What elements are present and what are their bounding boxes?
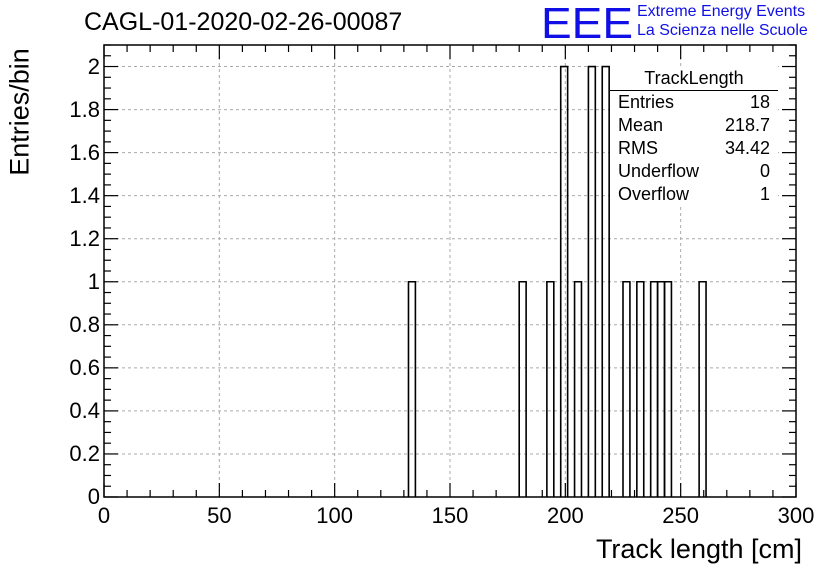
x-tick-label: 250: [662, 503, 700, 528]
stats-row-label: Mean: [618, 115, 664, 135]
stats-row-value: 0: [759, 161, 770, 181]
histogram-bar: [663, 280, 673, 497]
y-tick-label: 0.8: [69, 311, 100, 337]
stats-row-value: 34.42: [724, 138, 770, 158]
stats-row-label: Overflow: [618, 184, 690, 204]
x-axis-label: Track length [cm]: [595, 534, 802, 564]
stats-row-rms: RMS 34.42: [610, 137, 778, 160]
histogram-bars: [407, 65, 707, 497]
stats-row-value: 218.7: [724, 115, 770, 135]
y-tick-label: 1: [87, 268, 100, 294]
y-tick-label: 1.4: [69, 182, 100, 208]
histogram-bar: [587, 65, 597, 497]
x-tick-label: 300: [777, 503, 815, 528]
y-tick-label: 1.6: [69, 139, 100, 165]
histogram-bar: [698, 280, 707, 497]
x-tick-label: 150: [431, 503, 469, 528]
stats-row-overflow: Overflow 1: [610, 183, 778, 206]
eee-logo-letters: EEE: [541, 2, 633, 42]
histogram-bar: [546, 280, 555, 497]
stats-row-value: 1: [759, 184, 770, 204]
histogram-bar: [636, 280, 645, 497]
y-axis-label: Entries/bin: [4, 48, 35, 176]
stats-row-label: Underflow: [618, 161, 700, 181]
stats-rows: Entries 18 Mean 218.7 RMS 34.42 Underflow 0 Over…: [610, 91, 778, 206]
eee-logo-text: Extreme Energy Events La Scienza nelle S…: [637, 2, 808, 40]
y-tick-label: 2: [87, 53, 100, 79]
x-tick-label: 0: [97, 503, 111, 528]
plot-frame: [103, 44, 797, 498]
stats-box-title: TrackLength: [610, 66, 778, 91]
stats-box: TrackLength Entries 18 Mean 218.7 RMS 34.42 Un…: [610, 66, 778, 206]
y-tick-label: 0.4: [69, 397, 100, 423]
y-tick-label: 0.2: [69, 440, 100, 466]
y-tick-label: 1.8: [69, 96, 100, 122]
logo-line-2: La Scienza nelle Scuole: [637, 22, 808, 39]
stats-row-value: 18: [749, 92, 770, 112]
x-tick-label: 100: [316, 503, 354, 528]
eee-logo: EEE: [541, 2, 633, 42]
histogram-bar: [407, 280, 417, 497]
y-tick-label: 1.2: [69, 225, 100, 251]
histogram-bar: [656, 280, 666, 497]
histogram-bar: [559, 65, 569, 497]
y-tick-label: 0.6: [69, 354, 100, 380]
stats-row-underflow: Underflow 0: [610, 160, 778, 183]
stats-row-mean: Mean 218.7: [610, 114, 778, 137]
logo-line-1: Extreme Energy Events: [637, 3, 806, 20]
histogram-bar: [518, 280, 527, 497]
stats-row-label: RMS: [618, 138, 658, 158]
x-tick-label: 200: [546, 503, 584, 528]
histogram-bar: [601, 65, 610, 497]
stats-row-label: Entries: [618, 92, 675, 112]
x-tick-label: 50: [207, 503, 232, 528]
histogram-bar: [573, 280, 583, 497]
histogram-bar: [649, 280, 659, 497]
y-tick-label: 0: [87, 484, 100, 509]
chart-title: CAGL-01-2020-02-26-00087: [84, 8, 403, 36]
stats-row-entries: Entries 18: [610, 91, 778, 114]
histogram-bar: [622, 280, 631, 497]
